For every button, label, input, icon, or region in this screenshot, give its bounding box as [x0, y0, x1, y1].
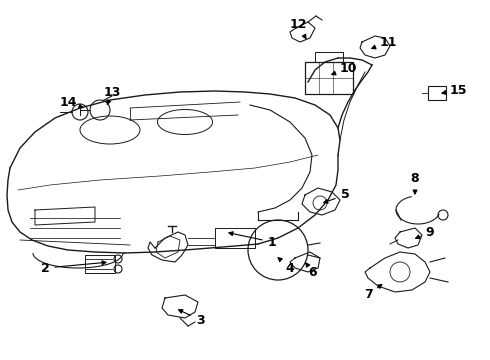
Text: 4: 4: [278, 258, 294, 274]
Text: 7: 7: [364, 284, 382, 302]
Bar: [85, 255, 115, 273]
Text: 9: 9: [416, 225, 434, 239]
Bar: [305, 62, 353, 94]
Text: 1: 1: [229, 232, 276, 248]
Text: 14: 14: [59, 95, 83, 108]
Text: 15: 15: [442, 84, 467, 96]
Text: 5: 5: [324, 189, 349, 203]
Bar: [428, 86, 446, 100]
Text: 13: 13: [103, 85, 121, 104]
Bar: [315, 52, 343, 62]
Text: 6: 6: [306, 263, 318, 279]
Text: 10: 10: [332, 62, 357, 75]
Text: 12: 12: [289, 18, 307, 39]
Text: 11: 11: [372, 36, 397, 49]
Text: 2: 2: [41, 261, 106, 274]
Bar: [215, 228, 255, 248]
Text: 8: 8: [411, 171, 419, 194]
Text: 3: 3: [179, 310, 204, 327]
